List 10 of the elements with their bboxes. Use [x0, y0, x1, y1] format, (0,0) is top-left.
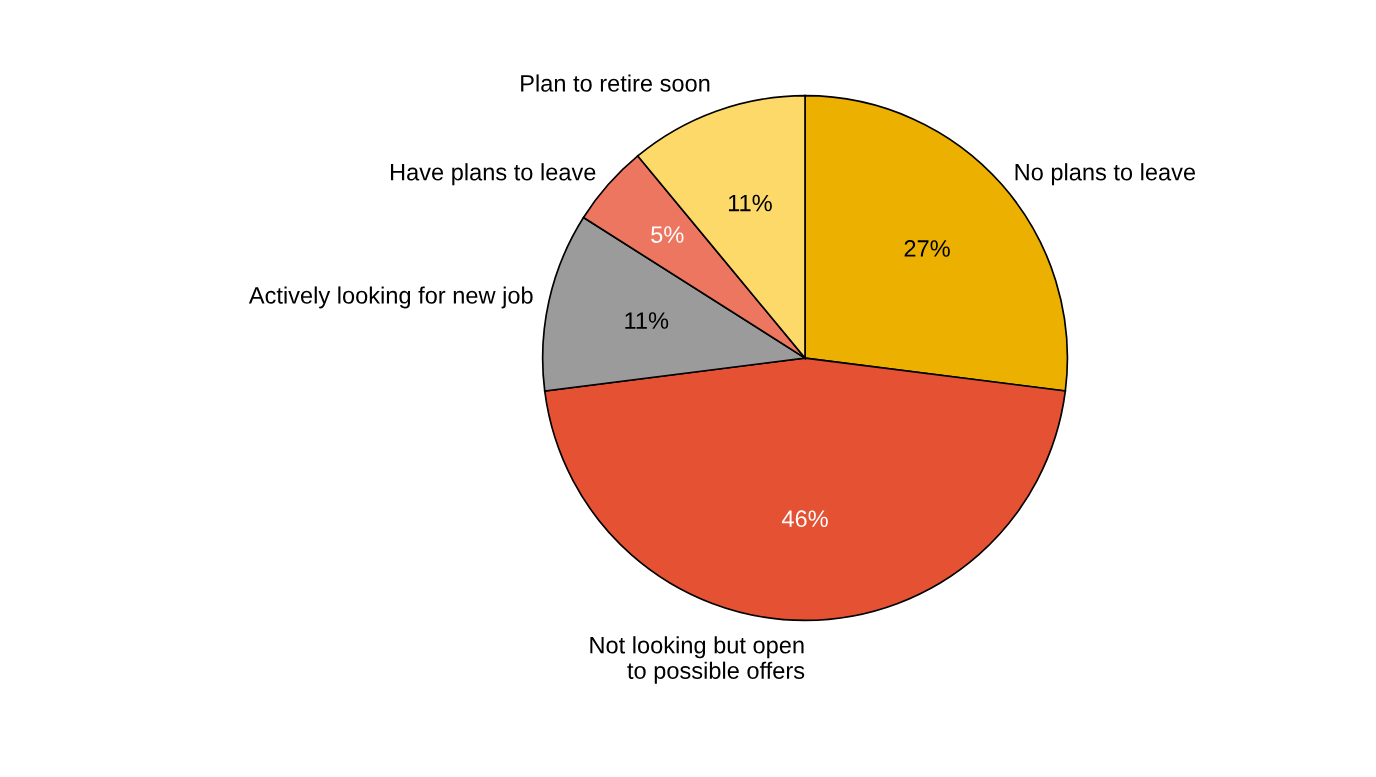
- data-label: 5%: [651, 226, 684, 243]
- data-label: 11%: [625, 312, 669, 329]
- data-label: 11%: [728, 194, 772, 212]
- slice-label: Have plans to leave: [390, 163, 596, 186]
- slice-label: Not looking but open to possible offers: [590, 636, 805, 684]
- data-label: 27%: [904, 240, 950, 257]
- slice-label: No plans to leave: [1015, 163, 1196, 186]
- slice-label: Actively looking for new job: [248, 286, 533, 309]
- slice-label: Plan to retire soon: [521, 74, 710, 92]
- data-label: 46%: [781, 510, 828, 528]
